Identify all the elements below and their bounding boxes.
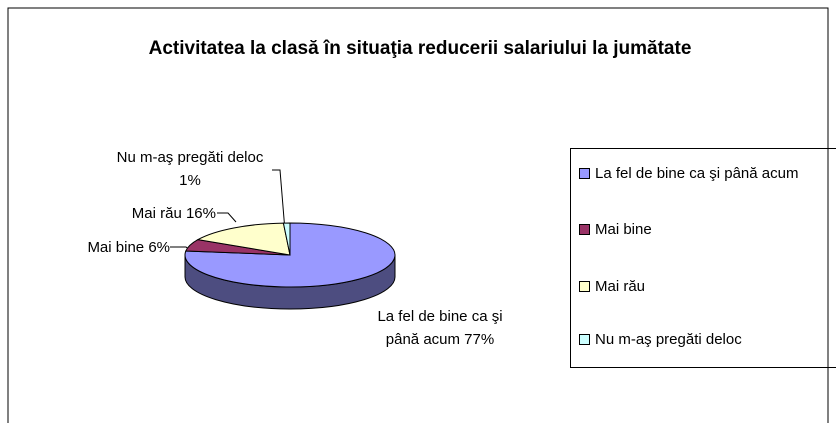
legend-swatch <box>579 334 590 345</box>
data-label-value: 1% <box>179 172 201 189</box>
legend-item: Mai rău <box>579 276 834 297</box>
leader-line <box>217 212 237 223</box>
data-label-value: 16% <box>185 205 216 222</box>
legend-swatch <box>579 281 590 292</box>
data-label-value: 6% <box>148 239 170 256</box>
legend-swatch <box>579 168 590 179</box>
data-label-name: La fel de bine ca şi până acum <box>377 308 503 348</box>
data-label: Mai bine 6% <box>20 236 170 259</box>
legend-item: Nu m-aş pregăti deloc <box>579 329 834 350</box>
legend-label: Mai bine <box>595 221 652 238</box>
chart-frame <box>7 7 829 423</box>
legend-label: Mai rău <box>595 278 646 295</box>
legend-item: Mai bine <box>579 219 834 240</box>
legend-item: La fel de bine ca şi până acum <box>579 163 834 184</box>
data-label-value: 77% <box>464 331 495 348</box>
pie-slice <box>282 222 291 256</box>
legend-label: La fel de bine ca şi până acum <box>595 165 799 182</box>
pie-slice <box>196 222 291 256</box>
legend-swatch <box>579 224 590 235</box>
legend-label: Nu m-aş pregăti deloc <box>595 331 742 348</box>
data-label: Mai rău 16% <box>60 202 216 225</box>
legend: La fel de bine ca şi până acum Mai bine Ma… <box>570 148 836 368</box>
data-label-name: Mai rău <box>131 205 182 222</box>
chart-title: Activitatea la clasă în situaţia reducer… <box>148 38 692 59</box>
data-label-name: Mai bine <box>87 239 145 256</box>
data-label: Nu m-aş pregăti deloc 1% <box>105 146 275 192</box>
data-label-name: Nu m-aş pregăti deloc <box>116 149 264 166</box>
data-label: La fel de bine ca şi până acum 77% <box>360 305 520 351</box>
leader-line <box>272 169 286 232</box>
